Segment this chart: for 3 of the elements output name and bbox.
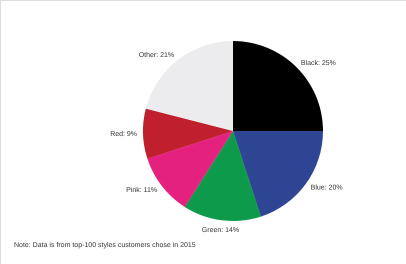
pie-slice [184, 131, 261, 221]
pie-slice [143, 108, 233, 159]
pie-slice [233, 41, 323, 131]
